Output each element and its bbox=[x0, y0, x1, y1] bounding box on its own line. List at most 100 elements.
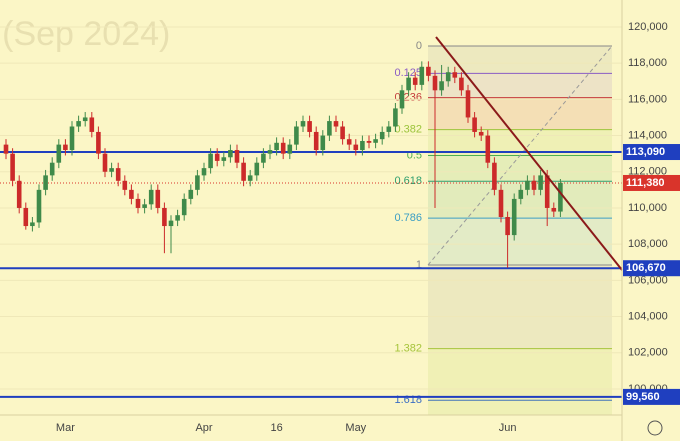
candle-body bbox=[340, 126, 345, 140]
candle-body bbox=[56, 144, 62, 163]
candle-body bbox=[76, 121, 81, 127]
candle-body bbox=[452, 72, 458, 78]
fib-zone bbox=[428, 348, 612, 401]
candle-body bbox=[195, 175, 200, 190]
candle-body bbox=[366, 140, 372, 143]
diagonal bbox=[427, 45, 613, 266]
price-tag-label: 111,380 bbox=[626, 177, 665, 189]
y-tick-label: 120,000 bbox=[628, 21, 668, 33]
y-tick-label: 102,000 bbox=[628, 347, 668, 359]
fib-zone bbox=[428, 264, 612, 349]
y-tick-label: 116,000 bbox=[628, 93, 667, 105]
candle-body bbox=[307, 121, 312, 132]
candle-body bbox=[393, 108, 398, 127]
candle-body bbox=[162, 207, 167, 227]
candle-body bbox=[558, 182, 563, 212]
candle-body bbox=[221, 157, 227, 161]
candle-body bbox=[129, 189, 134, 199]
candle-body bbox=[360, 140, 365, 151]
candle-body bbox=[122, 180, 128, 190]
candle-body bbox=[544, 175, 550, 208]
x-tick-label: 16 bbox=[270, 422, 282, 434]
candle-body bbox=[63, 144, 68, 151]
candle-body bbox=[465, 90, 471, 118]
candle-body bbox=[36, 189, 42, 223]
candle-body bbox=[96, 131, 101, 154]
price-tag-label: 99,560 bbox=[626, 391, 660, 403]
candle-body bbox=[406, 77, 411, 91]
candle-body bbox=[439, 81, 444, 91]
y-tick-label: 118,000 bbox=[628, 57, 667, 69]
price-tag bbox=[623, 174, 680, 191]
settings-icon[interactable] bbox=[647, 420, 663, 436]
candle-body bbox=[551, 207, 557, 212]
fib-label: 0.382 bbox=[394, 124, 422, 136]
candle-body bbox=[280, 142, 286, 154]
candle-body bbox=[386, 126, 392, 132]
candle-body bbox=[445, 72, 451, 82]
candle-body bbox=[472, 117, 477, 132]
y-tick-label: 108,000 bbox=[628, 238, 668, 250]
trend-line bbox=[435, 36, 623, 271]
fib-label: 0.618 bbox=[394, 175, 422, 187]
y-tick-label: 106,000 bbox=[628, 274, 668, 286]
candle-body bbox=[274, 142, 279, 151]
candle-body bbox=[43, 175, 48, 190]
candle-body bbox=[254, 162, 260, 176]
fib-zone bbox=[428, 45, 612, 74]
candle-body bbox=[3, 144, 9, 154]
y-tick-label: 104,000 bbox=[628, 310, 668, 322]
candle-body bbox=[353, 144, 359, 151]
fib-zone bbox=[428, 181, 612, 219]
candle-body bbox=[155, 189, 161, 208]
x-tick-label: Mar bbox=[56, 422, 75, 434]
candle-body bbox=[175, 215, 180, 221]
plot bbox=[0, 26, 622, 398]
price-tag bbox=[623, 260, 680, 277]
x-tick-label: Jun bbox=[499, 422, 517, 434]
fib-label: 0.786 bbox=[394, 212, 422, 224]
candle-body bbox=[287, 144, 293, 154]
candle-body bbox=[518, 189, 524, 199]
fib-zone bbox=[428, 155, 612, 182]
candle-body bbox=[142, 204, 147, 208]
y-tick-label: 110,000 bbox=[628, 202, 667, 214]
candle-body bbox=[538, 175, 543, 190]
candle-body bbox=[214, 153, 220, 161]
candle-body bbox=[373, 139, 378, 143]
candle-body bbox=[82, 117, 88, 122]
candle-body bbox=[23, 207, 29, 227]
candle-body bbox=[69, 126, 75, 151]
candle-body bbox=[294, 126, 299, 145]
candle-body bbox=[498, 189, 504, 218]
candle-body bbox=[102, 153, 108, 172]
candle-body bbox=[30, 222, 35, 227]
candle-body bbox=[379, 131, 385, 140]
x-tick-label: Apr bbox=[195, 422, 212, 434]
candle-body bbox=[459, 77, 464, 91]
candle-body bbox=[531, 180, 537, 190]
fib-label: 1.382 bbox=[394, 343, 422, 355]
candle-body bbox=[267, 150, 273, 154]
candle-body bbox=[300, 121, 306, 127]
candle-body bbox=[49, 162, 55, 176]
x-tick-label: May bbox=[345, 422, 366, 434]
candle-body bbox=[168, 220, 174, 227]
fib-zone bbox=[428, 218, 612, 265]
candle-body bbox=[511, 198, 517, 236]
candle-body bbox=[478, 131, 484, 136]
candle-body bbox=[181, 198, 187, 216]
candle-body bbox=[399, 90, 405, 109]
candle-body bbox=[10, 153, 15, 181]
candle-body bbox=[525, 180, 530, 190]
candle-body bbox=[234, 150, 240, 163]
y-tick-label: 112,000 bbox=[628, 166, 667, 178]
candle-body bbox=[505, 217, 510, 236]
price-tag bbox=[623, 388, 680, 405]
y-tick-label: 114,000 bbox=[628, 129, 667, 141]
candle-body bbox=[115, 168, 121, 181]
candle-body bbox=[109, 168, 114, 172]
candle-body bbox=[327, 121, 332, 136]
